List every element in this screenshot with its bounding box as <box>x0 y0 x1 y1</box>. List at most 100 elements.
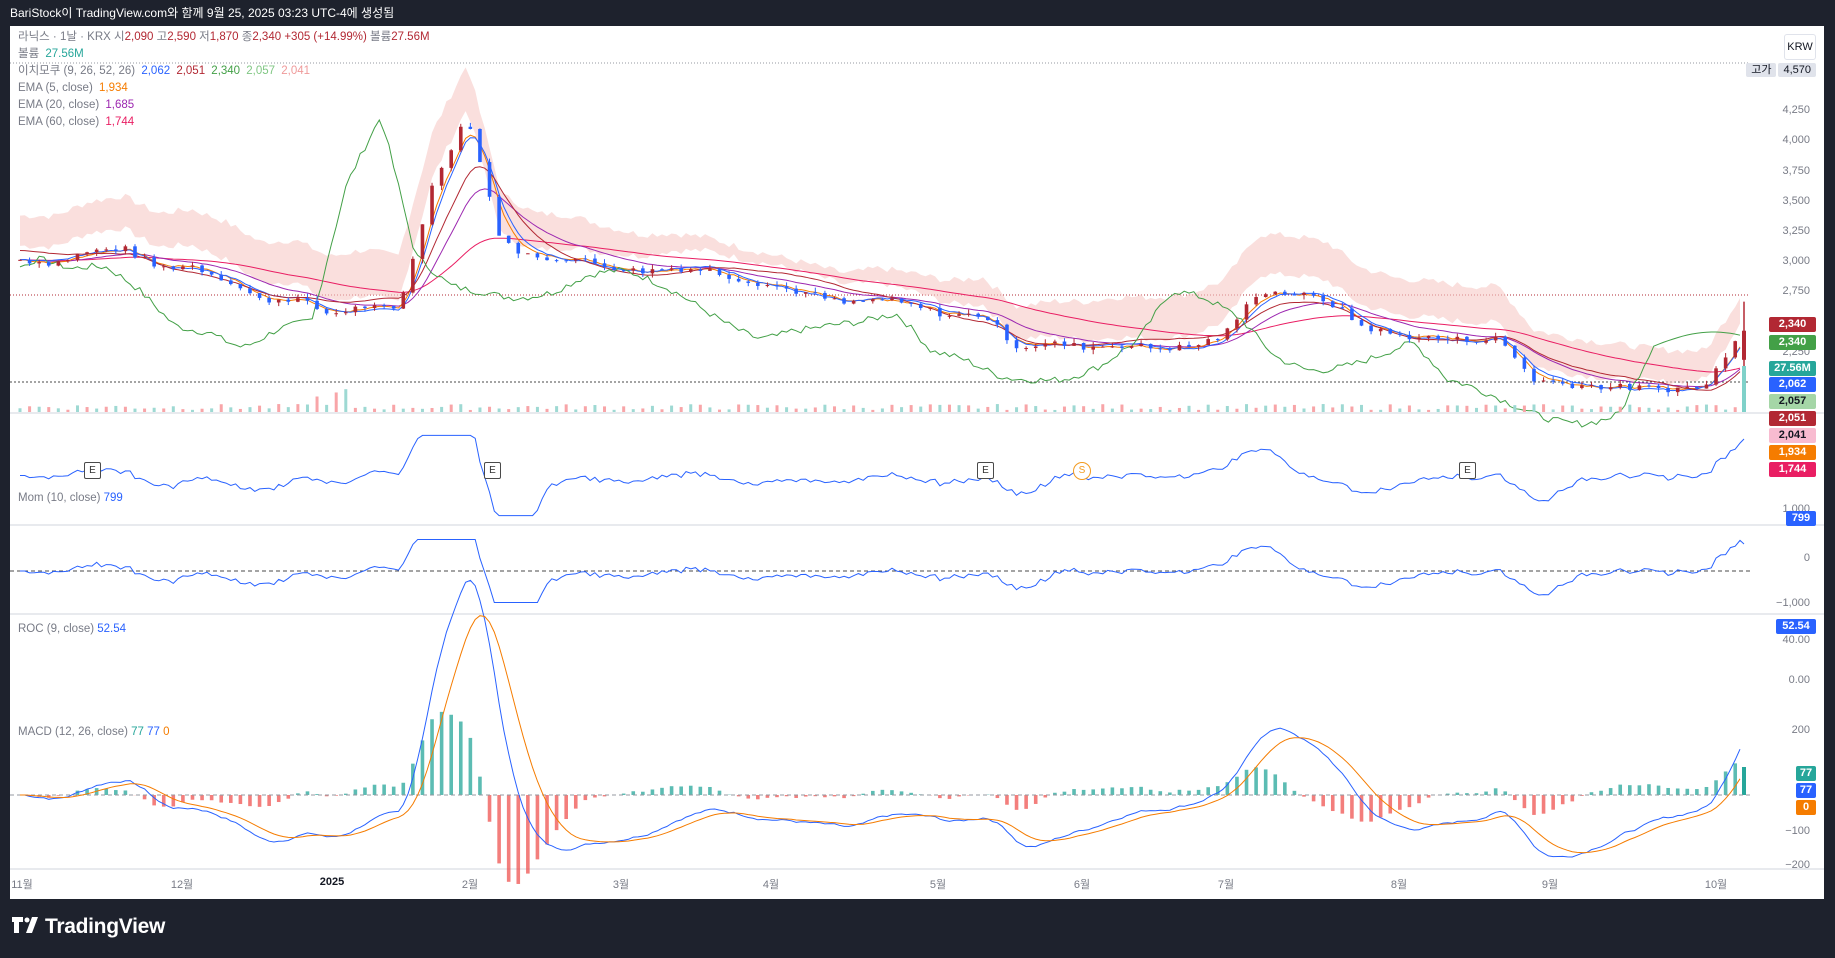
macd-hist-bar <box>458 721 463 795</box>
candle-body <box>1254 297 1258 305</box>
volume-bar <box>919 406 923 412</box>
macd-label[interactable]: MACD (12, 26, close) <box>18 726 128 738</box>
ichimoku-span-b: 2,041 <box>281 65 311 77</box>
volume-bar <box>267 408 271 412</box>
chart-canvas[interactable] <box>10 26 1824 899</box>
ema5-label[interactable]: EMA (5, close) <box>18 82 93 94</box>
volume-bar <box>1580 408 1584 412</box>
candle-body <box>458 126 463 151</box>
volume-bar <box>430 408 434 412</box>
ichimoku-label[interactable]: 이치모쿠 (9, 26, 52, 26) <box>18 65 136 77</box>
macd-hist-bar <box>756 795 760 800</box>
volume-bar <box>1139 408 1143 412</box>
candle-body <box>1455 336 1460 340</box>
earnings-marker[interactable]: E <box>977 462 994 479</box>
earnings-marker[interactable]: E <box>484 462 501 479</box>
earnings-marker[interactable]: E <box>1459 462 1476 479</box>
macd-hist-bar <box>1388 795 1393 814</box>
volume-bar <box>1676 409 1680 412</box>
volume-bar <box>1235 408 1239 412</box>
macd-hist-bar <box>660 787 664 795</box>
volume-bar <box>325 404 329 412</box>
macd-hist-bar <box>1024 795 1028 809</box>
volume-bar <box>1264 405 1268 412</box>
volume-bar <box>775 405 779 412</box>
volume-bar <box>353 407 357 412</box>
price-axis-label: 4,000 <box>1782 134 1810 146</box>
macd-hist-bar <box>1081 789 1086 795</box>
macd-hist-bar <box>353 789 358 795</box>
volume-bar <box>1407 405 1411 412</box>
brand-name: TradingView <box>45 915 166 938</box>
mom-label[interactable]: Mom (10, close) <box>18 492 101 504</box>
volume-bar <box>286 407 290 412</box>
volume-bar <box>717 409 721 412</box>
volume-bar <box>1618 406 1622 412</box>
volume-bar <box>1704 404 1708 412</box>
price-axis-label: 4,250 <box>1782 104 1810 116</box>
candle-body <box>1666 387 1670 393</box>
close-label: 종 <box>241 31 253 43</box>
candle-body <box>880 299 885 301</box>
macd-hist-bar <box>343 793 348 795</box>
macd-hist-bar <box>803 795 808 797</box>
volume-bar <box>698 404 702 412</box>
macd-hist-bar <box>1273 774 1278 795</box>
volume-bar <box>210 408 214 412</box>
symbol-line[interactable]: 라닉스 · 1날 · KRX <box>18 31 111 43</box>
volume-bar <box>603 406 607 412</box>
roc-label[interactable]: ROC (9, close) <box>18 623 95 635</box>
candle-body <box>803 292 808 294</box>
candle-body <box>1321 295 1325 302</box>
volume-bar <box>248 407 252 412</box>
volume-bar <box>315 396 319 412</box>
volume-bar <box>1168 409 1172 412</box>
candle-body <box>171 266 176 270</box>
price-tag-span-a: 2,057 <box>1769 394 1816 409</box>
candle-body <box>928 307 933 309</box>
split-marker[interactable]: S <box>1073 462 1091 480</box>
candle-body <box>46 262 51 266</box>
volume-bar <box>171 406 175 412</box>
ema60-label[interactable]: EMA (60, close) <box>18 116 100 128</box>
volume-bar <box>1369 409 1373 412</box>
tradingview-logo[interactable]: TradingView <box>12 915 165 939</box>
volume-bar <box>1340 404 1344 412</box>
macd-hist-bar <box>688 785 693 795</box>
volume-bar <box>363 406 367 412</box>
candle-body <box>1024 348 1028 350</box>
candle-body <box>631 268 636 271</box>
candle-body <box>823 292 827 299</box>
volume-bar <box>1733 407 1737 412</box>
low-label: 저 <box>199 31 210 43</box>
vol-row-label[interactable]: 볼륨 <box>18 48 40 60</box>
chart-area[interactable]: 라닉스 · 1날 · KRX 시2,090 고2,590 저1,870 종2,3… <box>10 26 1824 899</box>
currency-button[interactable]: KRW <box>1784 34 1816 60</box>
volume-bar <box>1484 404 1488 412</box>
candle-body <box>1417 337 1421 340</box>
candle-body <box>1196 345 1201 347</box>
candle-body <box>18 259 22 261</box>
candle-body <box>1493 336 1498 341</box>
macd-hist-bar <box>746 795 751 799</box>
macd-hist-bar <box>1177 789 1182 795</box>
volume-bar <box>296 404 300 412</box>
price-axis-label: 3,500 <box>1782 195 1810 207</box>
earnings-marker[interactable]: E <box>84 462 101 479</box>
ema20-value: 1,685 <box>105 99 135 111</box>
candle-body <box>1072 343 1076 346</box>
candle-body <box>1340 307 1345 309</box>
candle-body <box>1675 387 1680 393</box>
volume-bar <box>574 409 578 412</box>
volume-bar <box>823 404 827 412</box>
ema20-label[interactable]: EMA (20, close) <box>18 99 100 111</box>
macd-hist-bar <box>1570 795 1575 802</box>
candle-body <box>890 298 894 301</box>
candle-body <box>1503 336 1508 346</box>
macd-hist-bar <box>334 795 339 796</box>
candle-body <box>985 316 990 321</box>
macd-hist-bar <box>1302 795 1306 797</box>
macd-hist-bar <box>1120 788 1124 795</box>
volume-bar <box>1254 407 1258 412</box>
macd-hist-bar <box>1695 789 1699 795</box>
